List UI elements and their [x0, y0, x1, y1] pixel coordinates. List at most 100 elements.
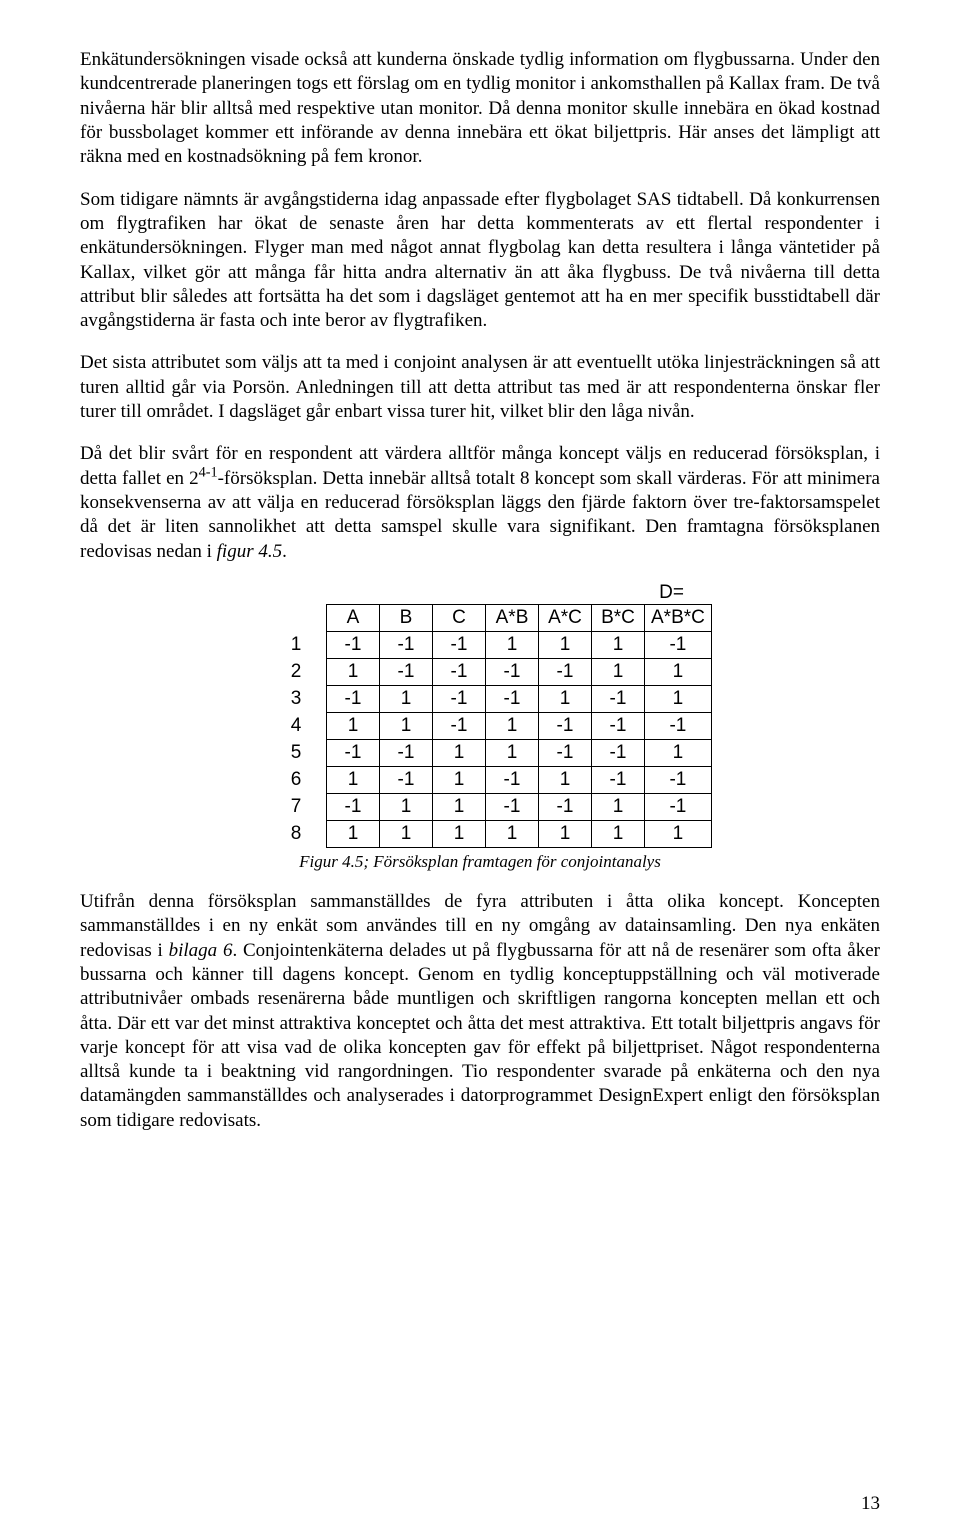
table-cell: -1 [486, 658, 539, 685]
table-cell: 1 [380, 712, 433, 739]
table-cell: -1 [592, 739, 645, 766]
table-cell: 1 [539, 820, 592, 847]
table-cell: -1 [539, 793, 592, 820]
col-header: A*C [539, 604, 592, 631]
table-cell: -1 [645, 793, 712, 820]
table-cell: 1 [327, 820, 380, 847]
col-header: A [327, 604, 380, 631]
d-equals-label: D= [270, 582, 690, 604]
table-cell: 1 [539, 631, 592, 658]
p4-figure-ref: figur 4.5 [217, 541, 282, 562]
table-row: 2 1 -1 -1 -1 -1 1 1 [270, 658, 711, 685]
table-head: A B C A*B A*C B*C A*B*C [270, 604, 711, 631]
paragraph-4: Då det blir svårt för en respondent att … [80, 442, 880, 564]
table-cell: 1 [327, 766, 380, 793]
table-cell: -1 [433, 658, 486, 685]
table-row: 7 -1 1 1 -1 -1 1 -1 [270, 793, 711, 820]
table-cell: -1 [380, 739, 433, 766]
p4-post: -försöksplan. Detta innebär alltså total… [80, 468, 880, 562]
table-cell: -1 [539, 712, 592, 739]
table-cell: -1 [645, 766, 712, 793]
table-cell: -1 [433, 712, 486, 739]
page-number: 13 [861, 1493, 880, 1515]
table-cell: -1 [539, 658, 592, 685]
p4-superscript: 4-1 [199, 464, 218, 480]
table-cell: -1 [645, 631, 712, 658]
paragraph-5: Utifrån denna försöksplan sammanställdes… [80, 890, 880, 1133]
p4-end: . [282, 541, 287, 562]
table-row: 1 -1 -1 -1 1 1 1 -1 [270, 631, 711, 658]
table-cell: -1 [539, 739, 592, 766]
table-cell: -1 [327, 685, 380, 712]
table-cell: 1 [380, 793, 433, 820]
table-cell: 1 [592, 793, 645, 820]
row-label: 1 [270, 631, 327, 658]
table-row: 4 1 1 -1 1 -1 -1 -1 [270, 712, 711, 739]
design-plan-figure: D= A B C A*B A*C B*C A*B*C 1 -1 -1 [270, 582, 690, 872]
table-cell: 1 [327, 658, 380, 685]
page: Enkätundersökningen visade också att kun… [0, 0, 960, 1537]
col-header: B*C [592, 604, 645, 631]
table-header-row: A B C A*B A*C B*C A*B*C [270, 604, 711, 631]
table-cell: 1 [539, 685, 592, 712]
figure-caption: Figur 4.5; Försöksplan framtagen för con… [270, 852, 690, 872]
table-cell: 1 [592, 658, 645, 685]
table-cell: 1 [592, 820, 645, 847]
table-cell: 1 [645, 685, 712, 712]
table-cell: -1 [327, 739, 380, 766]
row-label: 3 [270, 685, 327, 712]
table-cell: -1 [592, 766, 645, 793]
table-cell: -1 [486, 685, 539, 712]
col-header: A*B [486, 604, 539, 631]
table-cell: 1 [486, 631, 539, 658]
table-cell: 1 [486, 712, 539, 739]
paragraph-1: Enkätundersökningen visade också att kun… [80, 48, 880, 170]
row-label: 4 [270, 712, 327, 739]
table-cell: -1 [327, 631, 380, 658]
design-plan-table: A B C A*B A*C B*C A*B*C 1 -1 -1 -1 1 1 [270, 604, 712, 848]
table-cell: 1 [433, 766, 486, 793]
col-header: C [433, 604, 486, 631]
table-cell: 1 [433, 739, 486, 766]
table-row: 6 1 -1 1 -1 1 -1 -1 [270, 766, 711, 793]
row-label: 8 [270, 820, 327, 847]
table-cell: 1 [486, 739, 539, 766]
table-cell: -1 [380, 658, 433, 685]
table-cell: -1 [380, 631, 433, 658]
table-cell: -1 [433, 631, 486, 658]
p5-post: . Conjointenkäterna delades ut på flygbu… [80, 940, 880, 1131]
table-cell: 1 [327, 712, 380, 739]
col-header: A*B*C [645, 604, 712, 631]
row-label: 7 [270, 793, 327, 820]
paragraph-2: Som tidigare nämnts är avgångstiderna id… [80, 188, 880, 334]
table-cell: 1 [645, 658, 712, 685]
table-cell: 1 [592, 631, 645, 658]
table-cell: 1 [433, 793, 486, 820]
table-cell: -1 [486, 766, 539, 793]
table-row: 3 -1 1 -1 -1 1 -1 1 [270, 685, 711, 712]
table-body: 1 -1 -1 -1 1 1 1 -1 2 1 -1 -1 -1 -1 1 [270, 631, 711, 847]
header-blank [270, 604, 327, 631]
row-label: 2 [270, 658, 327, 685]
table-cell: -1 [486, 793, 539, 820]
table-cell: 1 [380, 685, 433, 712]
col-header: B [380, 604, 433, 631]
row-label: 5 [270, 739, 327, 766]
table-cell: 1 [645, 739, 712, 766]
table-cell: 1 [539, 766, 592, 793]
table-cell: 1 [645, 820, 712, 847]
row-label: 6 [270, 766, 327, 793]
p5-bilaga-ref: bilaga 6 [169, 940, 233, 961]
paragraph-3: Det sista attributet som väljs att ta me… [80, 351, 880, 424]
table-cell: -1 [645, 712, 712, 739]
table-cell: 1 [486, 820, 539, 847]
table-cell: 1 [380, 820, 433, 847]
table-row: 5 -1 -1 1 1 -1 -1 1 [270, 739, 711, 766]
table-cell: -1 [380, 766, 433, 793]
table-cell: -1 [592, 712, 645, 739]
table-cell: 1 [433, 820, 486, 847]
table-cell: -1 [592, 685, 645, 712]
table-cell: -1 [433, 685, 486, 712]
table-row: 8 1 1 1 1 1 1 1 [270, 820, 711, 847]
table-cell: -1 [327, 793, 380, 820]
